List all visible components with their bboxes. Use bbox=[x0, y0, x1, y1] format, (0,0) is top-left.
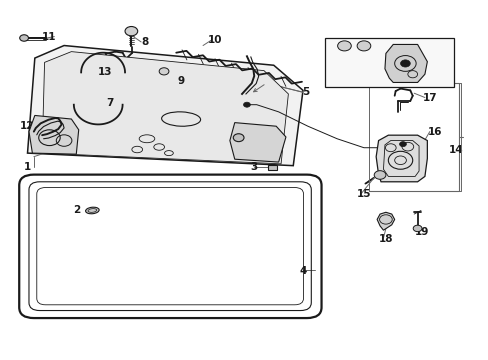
Text: 9: 9 bbox=[177, 76, 184, 86]
Polygon shape bbox=[376, 212, 394, 230]
Text: 7: 7 bbox=[106, 98, 114, 108]
Circle shape bbox=[412, 225, 421, 231]
Polygon shape bbox=[229, 123, 285, 162]
Circle shape bbox=[399, 141, 406, 147]
Polygon shape bbox=[29, 116, 79, 154]
Circle shape bbox=[20, 35, 28, 41]
Text: 18: 18 bbox=[378, 234, 392, 244]
Circle shape bbox=[233, 134, 244, 141]
Polygon shape bbox=[42, 51, 288, 164]
Text: 15: 15 bbox=[356, 189, 370, 199]
Text: 20: 20 bbox=[395, 42, 409, 52]
Text: 13: 13 bbox=[98, 67, 113, 77]
Ellipse shape bbox=[85, 207, 99, 214]
Circle shape bbox=[400, 60, 409, 67]
Text: 8: 8 bbox=[141, 37, 148, 47]
Text: 3: 3 bbox=[250, 162, 257, 172]
Text: 5: 5 bbox=[301, 87, 308, 97]
Text: 11: 11 bbox=[42, 32, 57, 41]
Circle shape bbox=[159, 68, 168, 75]
Text: 10: 10 bbox=[207, 35, 222, 45]
Bar bbox=[267, 165, 276, 170]
Bar bbox=[325, 39, 453, 87]
Circle shape bbox=[125, 27, 138, 36]
Circle shape bbox=[373, 171, 385, 179]
Text: 4: 4 bbox=[299, 266, 306, 276]
Circle shape bbox=[356, 41, 370, 51]
Polygon shape bbox=[375, 135, 427, 182]
Text: 17: 17 bbox=[422, 93, 436, 103]
Circle shape bbox=[337, 41, 350, 51]
Polygon shape bbox=[384, 44, 427, 82]
Text: 14: 14 bbox=[448, 144, 463, 154]
Text: 19: 19 bbox=[414, 227, 429, 237]
Text: 1: 1 bbox=[24, 162, 31, 172]
Polygon shape bbox=[27, 45, 303, 166]
Text: 6: 6 bbox=[238, 134, 245, 144]
Text: 2: 2 bbox=[73, 206, 80, 216]
Text: 12: 12 bbox=[20, 121, 35, 131]
Circle shape bbox=[243, 102, 250, 107]
Text: 16: 16 bbox=[427, 127, 441, 136]
